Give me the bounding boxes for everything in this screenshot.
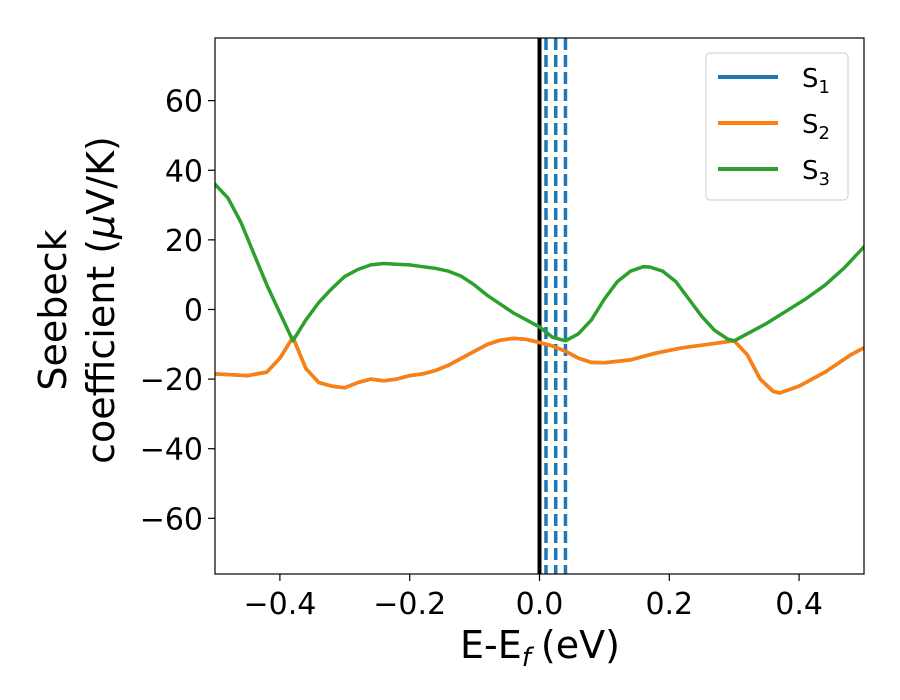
y-axis-label-line1: Seebeck xyxy=(31,229,75,390)
y-axis-label-unit: V/K) xyxy=(79,136,123,215)
y-tick-label: 40 xyxy=(165,154,203,189)
y-tick-label: −40 xyxy=(140,433,203,468)
x-tick-label: −0.4 xyxy=(243,587,316,622)
y-axis-label-mu: μ xyxy=(79,215,123,240)
legend-label-sub: 3 xyxy=(819,169,830,190)
x-tick-label: 0.2 xyxy=(645,587,693,622)
x-axis-label-unit: (eV) xyxy=(541,623,620,667)
legend-label-main: S xyxy=(802,156,819,186)
legend-label-sub: 2 xyxy=(819,123,830,144)
x-axis-label-sub: f xyxy=(522,643,535,673)
legend-label-s2: S2 xyxy=(802,110,830,144)
x-tick-label: 0.4 xyxy=(775,587,823,622)
y-axis-label-line2: coefficient (μV/K) xyxy=(79,136,123,464)
series-lines xyxy=(215,182,864,395)
x-axis-label-main: E-E xyxy=(460,623,522,667)
y-axis-label-text: coefficient ( xyxy=(79,239,123,464)
legend-label-main: S xyxy=(802,64,819,94)
vertical-lines xyxy=(537,38,568,574)
x-tick-label: 0.0 xyxy=(516,587,564,622)
y-tick-label: −60 xyxy=(140,502,203,537)
series-line-s2 xyxy=(215,335,864,395)
y-tick-label: 20 xyxy=(165,224,203,259)
y-axis-label: Seebeck coefficient (μV/K) xyxy=(31,136,123,464)
legend-label-s3: S3 xyxy=(802,156,830,190)
y-tick-label: 0 xyxy=(184,293,203,328)
legend-label-main: S xyxy=(802,110,819,140)
y-axis-ticks: −60 −40 −20 0 20 40 60 xyxy=(140,85,215,537)
x-tick-label: −0.2 xyxy=(373,587,446,622)
series-line-s3 xyxy=(215,182,864,343)
legend-box xyxy=(705,52,849,201)
legend-label-s1: S1 xyxy=(802,64,830,98)
legend-label-sub: 1 xyxy=(819,77,830,98)
x-axis-ticks: −0.4 −0.2 0.0 0.2 0.4 xyxy=(243,574,823,622)
y-tick-label: 60 xyxy=(165,85,203,120)
x-axis-label: E-Ef (eV) xyxy=(460,623,620,673)
y-tick-label: −20 xyxy=(140,363,203,398)
